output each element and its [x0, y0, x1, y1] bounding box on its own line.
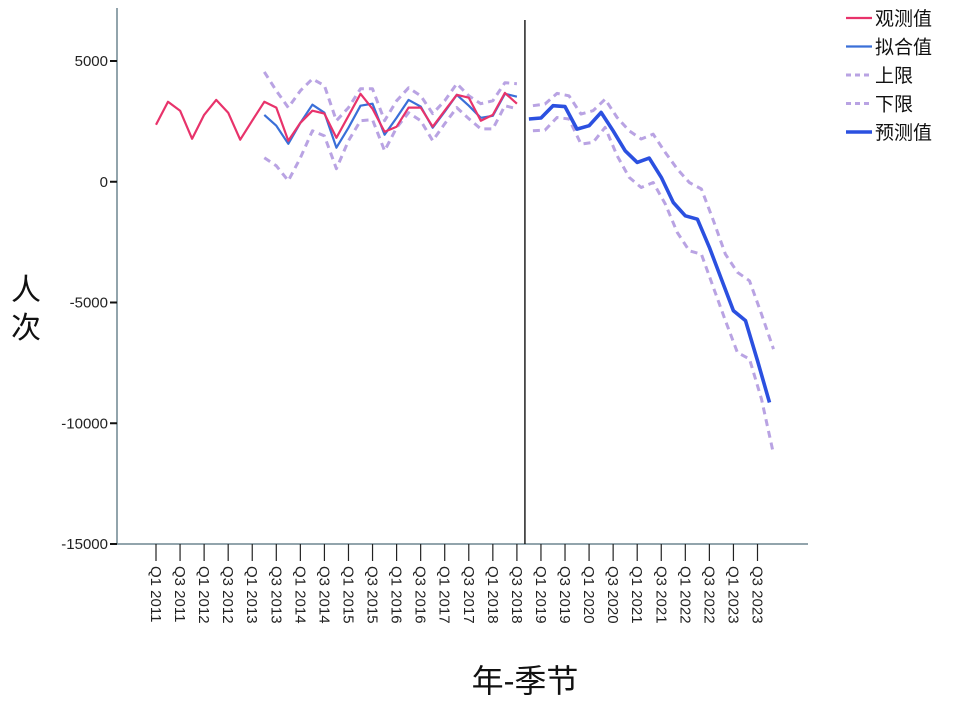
- series-4-line: [528, 103, 772, 403]
- x-tick-label: Q1 2013: [243, 566, 260, 624]
- x-tick-label: Q1 2014: [291, 566, 308, 624]
- x-tick-label: Q1 2018: [484, 566, 501, 624]
- x-tick-label: Q3 2016: [412, 566, 429, 624]
- x-tick-label: Q3 2013: [267, 566, 284, 624]
- x-tick-label: Q3 2021: [652, 566, 669, 624]
- y-tick-label: 0: [100, 174, 108, 191]
- series-2-line: [263, 71, 518, 123]
- plot-area: [155, 20, 775, 544]
- series-3-line-forecast: [532, 116, 775, 455]
- x-tick-label: Q1 2016: [388, 566, 405, 624]
- x-tick-label: Q1 2019: [532, 566, 549, 624]
- legend-label: 上限: [875, 65, 913, 87]
- y-tick-label: 5000: [75, 53, 108, 70]
- x-tick-label: Q3 2023: [749, 566, 766, 624]
- y-tick-label: -15000: [61, 536, 108, 553]
- y-axis-title-part: 次: [11, 311, 41, 346]
- series-3-line: [263, 104, 518, 183]
- x-tick-label: Q3 2019: [556, 566, 573, 624]
- series-0-line: [155, 91, 518, 142]
- x-tick-label: Q3 2018: [508, 566, 525, 624]
- x-tick-label: Q1 2015: [339, 566, 356, 624]
- x-tick-label: Q3 2017: [460, 566, 477, 624]
- x-tick-label: Q3 2022: [700, 566, 717, 624]
- x-tick-label: Q3 2020: [604, 566, 621, 624]
- x-tick-label: Q1 2020: [580, 566, 597, 624]
- legend-label: 拟合值: [875, 37, 932, 59]
- legend-label: 下限: [875, 94, 913, 116]
- x-tick-label: Q3 2012: [219, 566, 236, 624]
- legend-label: 观测值: [875, 8, 932, 30]
- x-tick-label: Q1 2021: [628, 566, 645, 624]
- x-tick-label: Q1 2017: [436, 566, 453, 624]
- x-axis-title: 年-季节: [472, 662, 579, 700]
- legend-label: 预测值: [875, 122, 932, 144]
- x-tick-label: Q3 2011: [171, 566, 188, 622]
- x-tick-label: Q1 2011: [147, 566, 164, 622]
- x-tick-label: Q1 2012: [195, 566, 212, 624]
- y-tick-label: -10000: [61, 415, 108, 432]
- x-tick-label: Q3 2015: [364, 566, 381, 624]
- x-tick-label: Q3 2014: [315, 566, 332, 624]
- x-tick-label: Q1 2022: [676, 566, 693, 624]
- series-1-line: [263, 92, 518, 149]
- series-2-line-forecast: [532, 91, 775, 350]
- axes: 5000 0 -5000 -10000 -15000 Q1 2011 Q3 2011 Q1 2…: [61, 8, 808, 624]
- x-tick-label: Q1 2023: [724, 566, 741, 624]
- y-axis-title-part: 人: [11, 273, 41, 308]
- y-tick-label: -5000: [70, 295, 108, 312]
